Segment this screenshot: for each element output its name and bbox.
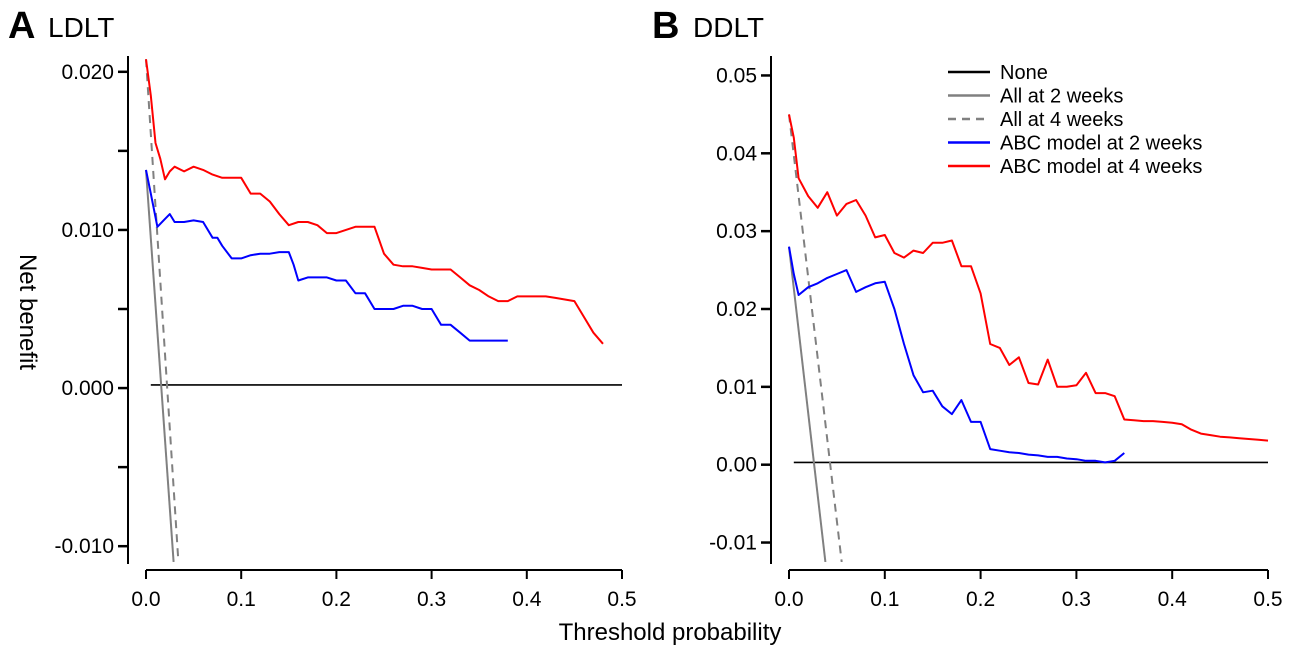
panel-a-y-tick-label: 0.010 xyxy=(61,219,114,242)
panel-b-y-tick-label: -0.01 xyxy=(709,532,757,555)
panel-b-y-tick-label: 0.01 xyxy=(716,376,757,399)
panel-a-series-all-at-2-weeks xyxy=(145,169,175,562)
panel-b-y-tick-label: 0.02 xyxy=(716,298,757,321)
panel-a-ldlt: A LDLT -0.010 0.000 0.010 0.020 0.0 0.1 0.2 0.3… xyxy=(8,5,637,611)
panel-a-series-abc-model-at-4-weeks xyxy=(145,59,604,345)
panel-b-x-tick-label: 0.1 xyxy=(870,588,899,611)
panel-b-x-tick-label: 0.4 xyxy=(1158,588,1188,611)
panel-a-x-tick-label: 0.0 xyxy=(131,588,160,611)
panel-b-series-all-at-4-weeks xyxy=(788,114,843,562)
y-axis-label: Net benefit xyxy=(14,254,41,370)
panel-a-x-tick-label: 0.3 xyxy=(417,588,446,611)
panel-a-letter: A xyxy=(8,5,35,47)
panel-b-series-all-at-2-weeks xyxy=(788,246,827,562)
panel-a-x-tick-label: 0.2 xyxy=(322,588,351,611)
panel-b-x-tick-label: 0.0 xyxy=(774,588,803,611)
legend-label-abc-model-at-4-weeks: ABC model at 4 weeks xyxy=(1000,156,1202,178)
panel-b-x-tick-label: 0.3 xyxy=(1062,588,1091,611)
panel-a-y-tick-label: 0.000 xyxy=(61,377,114,400)
panel-b-series-abc-model-at-2-weeks xyxy=(788,246,1125,464)
panel-b-plot-area: -0.01 0.00 0.01 0.02 0.03 0.04 0.05 0.0 0.1 0.2 0.… xyxy=(709,56,1283,611)
panel-b-title: DDLT xyxy=(693,12,764,43)
panel-b-y-tick-label: 0.03 xyxy=(716,220,757,243)
panel-a-x-tick-label: 0.1 xyxy=(227,588,256,611)
panel-a-title: LDLT xyxy=(48,12,114,43)
legend-label-all-at-4-weeks: All at 4 weeks xyxy=(1000,109,1123,131)
legend-label-all-at-2-weeks: All at 2 weeks xyxy=(1000,86,1123,108)
panel-a-y-tick-label: 0.020 xyxy=(61,61,114,84)
panel-b-y-tick-label: 0.00 xyxy=(716,454,757,477)
panel-a-series-all-at-4-weeks xyxy=(145,59,180,562)
panel-b-x-tick-label: 0.2 xyxy=(966,588,995,611)
panel-b-y-tick-label: 0.04 xyxy=(716,142,757,165)
panel-b-y-tick-label: 0.05 xyxy=(716,64,757,87)
panel-b-letter: B xyxy=(652,5,679,47)
x-axis-label: Threshold probability xyxy=(559,619,782,646)
panel-a-plot-area: -0.010 0.000 0.010 0.020 0.0 0.1 0.2 0.3 0.4 0.5 xyxy=(54,56,637,611)
panel-b-ddlt: B DDLT -0.01 0.00 0.01 0.02 0.03 0.04 0.05 0.0 0… xyxy=(652,5,1283,611)
panel-a-y-tick-label: -0.010 xyxy=(54,535,114,558)
panel-b-series-abc-model-at-4-weeks xyxy=(788,114,1269,442)
panel-b-x-tick-label: 0.5 xyxy=(1253,588,1282,611)
panel-a-series-abc-model-at-2-weeks xyxy=(145,169,508,342)
legend-label-abc-model-at-2-weeks: ABC model at 2 weeks xyxy=(1000,133,1202,155)
panel-a-x-tick-label: 0.5 xyxy=(607,588,636,611)
legend-label-none: None xyxy=(1000,62,1048,84)
panel-a-x-tick-label: 0.4 xyxy=(512,588,542,611)
